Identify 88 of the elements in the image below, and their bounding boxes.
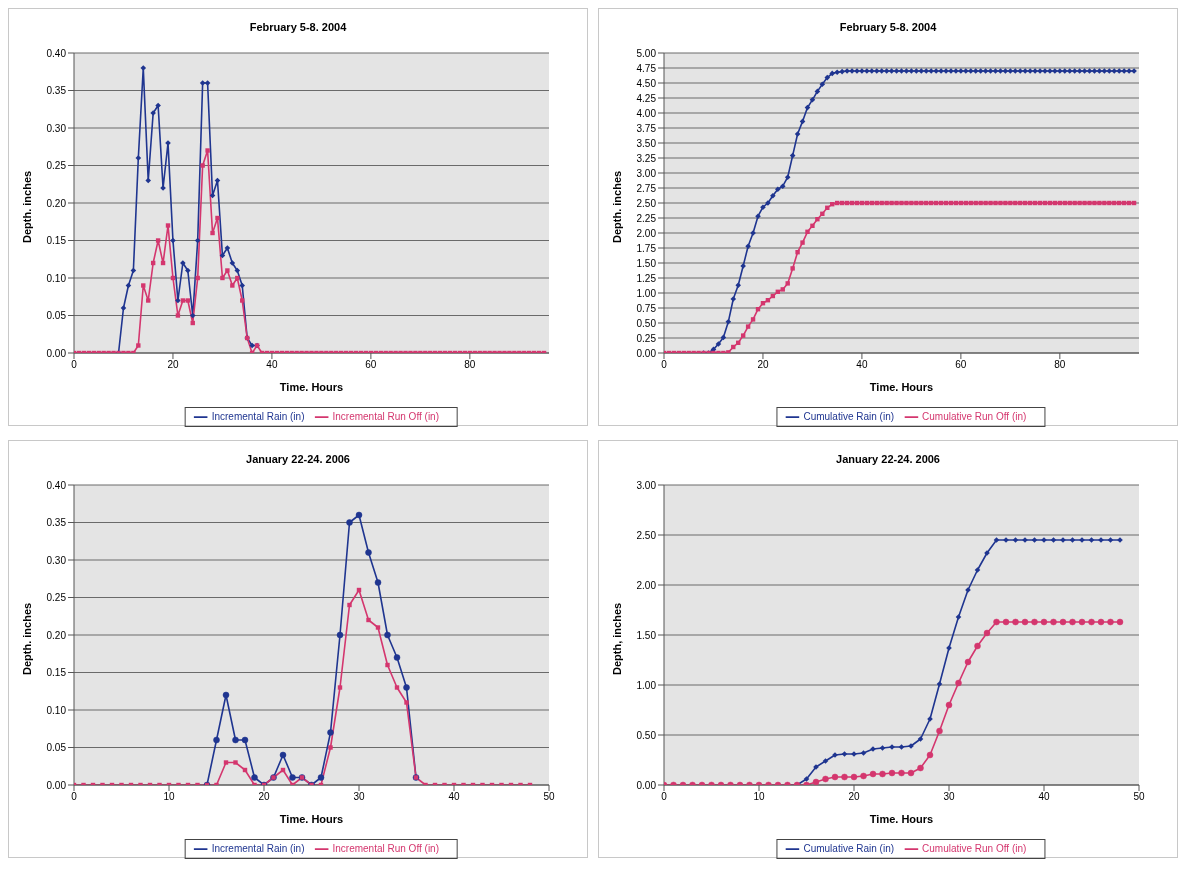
x-tick-label: 40 <box>266 359 278 371</box>
y-tick-label: 1.25 <box>636 272 657 284</box>
chart-title: January 22-24. 2006 <box>245 452 351 467</box>
legend-label: Incremental Rain (in) <box>211 410 305 422</box>
y-tick-label: 2.00 <box>636 227 657 239</box>
legend-label: Cumulative Rain (in) <box>803 410 895 422</box>
x-tick-label: 50 <box>543 791 555 803</box>
y-tick-label: 5.00 <box>636 47 657 59</box>
y-tick-label: 0.10 <box>46 704 67 716</box>
y-tick-label: 0.75 <box>636 302 657 314</box>
y-tick-label: 2.25 <box>636 212 657 224</box>
y-tick-label: 3.50 <box>636 137 657 149</box>
y-tick-label: 0.25 <box>636 332 657 344</box>
x-tick-label: 40 <box>1038 791 1050 803</box>
x-tick-label: 0 <box>71 791 78 803</box>
y-tick-label: 0.20 <box>46 197 67 209</box>
y-tick-label: 4.50 <box>636 77 657 89</box>
x-tick-label: 10 <box>753 791 765 803</box>
y-tick-label: 0.15 <box>46 235 67 247</box>
x-tick-label: 10 <box>163 791 175 803</box>
y-tick-label: 4.00 <box>636 107 657 119</box>
x-tick-label: 40 <box>856 359 868 371</box>
x-axis-title: Time. Hours <box>869 381 934 393</box>
y-tick-label: 2.00 <box>636 579 657 591</box>
x-tick-label: 60 <box>365 359 377 371</box>
y-tick-label: 1.00 <box>636 679 657 691</box>
y-tick-label: 2.75 <box>636 182 657 194</box>
y-tick-label: 0.40 <box>46 479 67 491</box>
x-axis-title: Time. Hours <box>869 813 934 825</box>
y-axis-title: Depth. inches <box>20 602 33 675</box>
y-tick-label: 2.50 <box>636 197 657 209</box>
x-axis-title: Time. Hours <box>279 813 344 825</box>
y-tick-label: 4.25 <box>636 92 657 104</box>
chart-title: February 5-8. 2004 <box>248 20 348 35</box>
y-tick-label: 0.50 <box>636 729 657 741</box>
y-tick-label: 0.05 <box>46 310 67 322</box>
y-tick-label: 1.75 <box>636 242 657 254</box>
x-tick-label: 50 <box>1133 791 1145 803</box>
chart-title: February 5-8. 2004 <box>838 20 938 35</box>
y-tick-label: 0.25 <box>46 592 67 604</box>
legend-label: Cumulative Run Off (in) <box>922 410 1027 422</box>
y-tick-label: 1.50 <box>636 629 657 641</box>
legend-label: Cumulative Rain (in) <box>803 842 895 854</box>
x-tick-label: 40 <box>448 791 460 803</box>
y-axis-title: Depth. inches <box>20 170 33 243</box>
y-tick-label: 3.75 <box>636 122 657 134</box>
y-tick-label: 0.30 <box>46 122 67 134</box>
chart-title: January 22-24. 2006 <box>835 452 941 467</box>
y-tick-label: 3.25 <box>636 152 657 164</box>
x-tick-label: 80 <box>1054 359 1066 371</box>
x-tick-label: 20 <box>848 791 860 803</box>
y-tick-label: 0.00 <box>46 347 67 359</box>
legend-label: Cumulative Run Off (in) <box>922 842 1027 854</box>
y-tick-label: 3.00 <box>636 479 657 491</box>
y-tick-label: 0.00 <box>46 779 67 791</box>
x-tick-label: 30 <box>943 791 955 803</box>
y-tick-label: 3.00 <box>636 167 657 179</box>
y-tick-label: 0.00 <box>636 347 657 359</box>
y-tick-label: 0.00 <box>636 779 657 791</box>
x-tick-label: 20 <box>258 791 270 803</box>
y-axis-title: Depth. inches <box>610 170 623 243</box>
y-tick-label: 1.00 <box>636 287 657 299</box>
y-tick-label: 2.50 <box>636 529 657 541</box>
x-tick-label: 30 <box>353 791 365 803</box>
x-tick-label: 20 <box>757 359 769 371</box>
legend-label: Incremental Rain (in) <box>211 842 305 854</box>
legend-label: Incremental Run Off (in) <box>332 410 440 422</box>
y-tick-label: 0.05 <box>46 742 67 754</box>
x-tick-label: 60 <box>955 359 967 371</box>
y-axis-title: Depth, inches <box>610 602 623 675</box>
x-tick-label: 20 <box>167 359 179 371</box>
x-axis-title: Time. Hours <box>279 381 344 393</box>
y-tick-label: 4.75 <box>636 62 657 74</box>
x-tick-label: 0 <box>661 359 668 371</box>
y-tick-label: 0.30 <box>46 554 67 566</box>
y-tick-label: 0.40 <box>46 47 67 59</box>
y-tick-label: 0.50 <box>636 317 657 329</box>
y-tick-label: 0.10 <box>46 272 67 284</box>
x-tick-label: 80 <box>464 359 476 371</box>
x-tick-label: 0 <box>661 791 668 803</box>
x-tick-label: 0 <box>71 359 78 371</box>
legend-label: Incremental Run Off (in) <box>332 842 440 854</box>
y-tick-label: 0.15 <box>46 667 67 679</box>
y-tick-label: 0.35 <box>46 517 67 529</box>
y-tick-label: 0.25 <box>46 160 67 172</box>
y-tick-label: 0.35 <box>46 85 67 97</box>
y-tick-label: 0.20 <box>46 629 67 641</box>
y-tick-label: 1.50 <box>636 257 657 269</box>
